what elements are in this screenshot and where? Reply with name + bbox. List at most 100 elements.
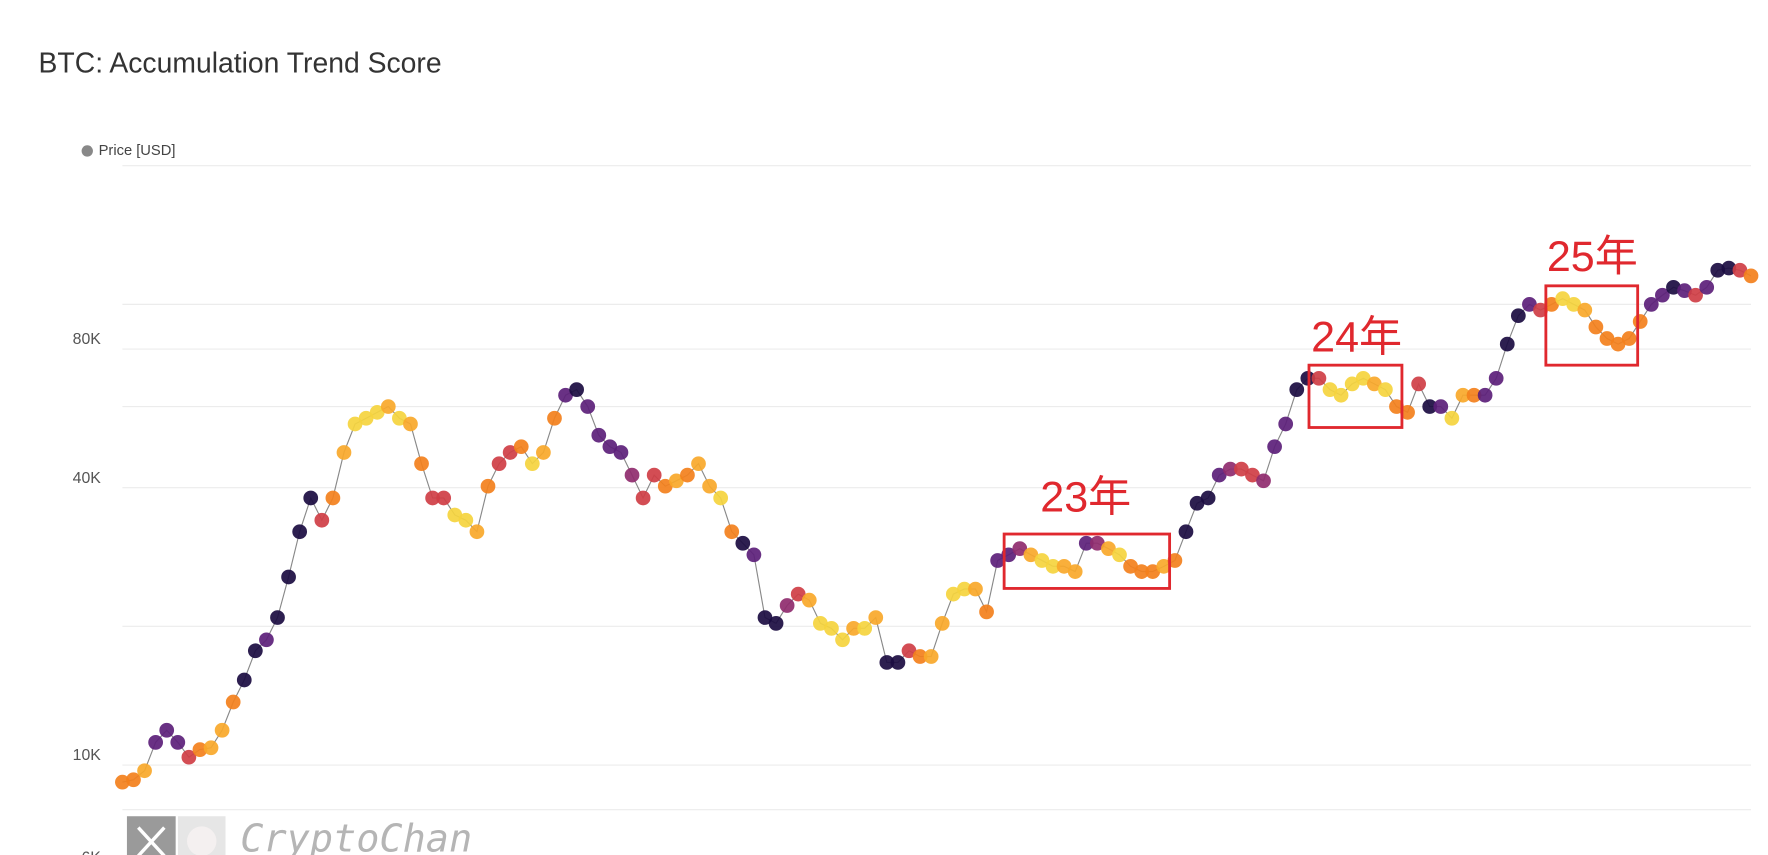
price-point: [1278, 416, 1294, 432]
price-point: [613, 445, 629, 460]
price-point: [558, 387, 573, 403]
price-point: [447, 507, 463, 523]
price-point: [957, 581, 972, 597]
price-point: [1666, 279, 1681, 295]
price-point: [945, 586, 961, 602]
price-point: [1211, 467, 1227, 483]
price-point: [1311, 370, 1327, 386]
price-point: [1743, 268, 1759, 284]
price-point: [1245, 467, 1260, 483]
price-point: [547, 410, 562, 426]
price-point: [1333, 387, 1349, 403]
price-point: [458, 512, 474, 528]
price-point: [1699, 279, 1715, 295]
price-point: [1588, 319, 1604, 335]
price-point: [1200, 490, 1216, 506]
price-point: [336, 445, 352, 460]
price-point: [934, 616, 950, 631]
price-point: [369, 404, 385, 420]
price-point: [181, 749, 197, 765]
price-point: [1012, 541, 1028, 556]
price-point: [1123, 558, 1138, 574]
price-point: [1655, 287, 1670, 303]
price-point: [1234, 461, 1249, 477]
y-tick-label: 80K: [73, 331, 102, 348]
y-tick-label: 10K: [73, 747, 102, 764]
price-point: [890, 655, 906, 670]
price-point: [1289, 382, 1305, 398]
price-point: [824, 621, 839, 636]
price-point: [536, 445, 551, 460]
price-point: [1488, 370, 1504, 386]
plot-area: [115, 260, 1759, 790]
price-point: [1643, 297, 1659, 312]
price-point: [1078, 535, 1094, 551]
price-point: [901, 643, 917, 659]
price-point: [1267, 439, 1282, 455]
y-tick-label: 6K: [81, 849, 101, 855]
price-point: [137, 763, 152, 779]
price-point: [923, 649, 939, 664]
watermark: CryptoChan: [126, 816, 472, 855]
price-point: [602, 439, 618, 455]
price-point: [591, 427, 607, 443]
watermark-text: CryptoChan: [240, 817, 472, 855]
price-point: [170, 734, 186, 750]
price-point: [1101, 541, 1116, 556]
price-point: [1366, 376, 1382, 392]
highlight-boxes: [1002, 284, 1640, 590]
price-point: [1466, 387, 1482, 403]
price-point: [214, 722, 230, 738]
price-point: [835, 632, 850, 648]
price-point: [236, 672, 252, 688]
price-point: [868, 610, 884, 625]
price-point: [768, 616, 784, 631]
price-point: [325, 490, 341, 506]
price-point: [259, 632, 274, 648]
price-point: [403, 416, 418, 432]
price-point: [1045, 558, 1061, 574]
price-point: [1621, 331, 1637, 346]
price-point: [1056, 558, 1072, 574]
price-point: [1178, 524, 1194, 540]
price-point: [126, 772, 141, 788]
price-point: [857, 621, 873, 636]
watermark-x: [137, 826, 166, 855]
price-point: [1544, 297, 1559, 312]
price-point: [912, 649, 928, 664]
price-point: [713, 490, 729, 506]
price-point: [392, 410, 407, 426]
price-point: [1322, 382, 1338, 398]
price-point: [1023, 547, 1039, 563]
price-point: [1677, 283, 1692, 299]
price-point: [1112, 547, 1127, 563]
price-point: [635, 490, 651, 506]
price-point: [724, 524, 740, 540]
price-point: [1034, 553, 1050, 568]
price-point: [668, 473, 684, 489]
y-tick-label: 40K: [73, 470, 102, 487]
price-point: [491, 456, 507, 472]
price-point: [480, 478, 496, 494]
price-point: [1721, 260, 1737, 276]
price-point: [1089, 535, 1105, 551]
highlight-box: [1002, 532, 1172, 590]
watermark-avatar-face: [187, 826, 217, 855]
price-point: [292, 524, 308, 540]
price-point: [1710, 262, 1726, 278]
price-point: [524, 456, 540, 472]
price-point: [846, 621, 861, 636]
price-point: [1355, 370, 1371, 386]
price-point: [569, 382, 585, 398]
price-point: [1577, 302, 1593, 318]
price-point: [801, 592, 817, 608]
price-point: [1522, 297, 1537, 312]
price-point: [159, 722, 175, 738]
price-point: [1411, 376, 1426, 392]
price-point: [1400, 404, 1415, 420]
annotation: 25年: [1547, 233, 1638, 281]
price-point: [1222, 461, 1238, 477]
price-point: [680, 467, 695, 483]
price-point: [247, 643, 263, 659]
